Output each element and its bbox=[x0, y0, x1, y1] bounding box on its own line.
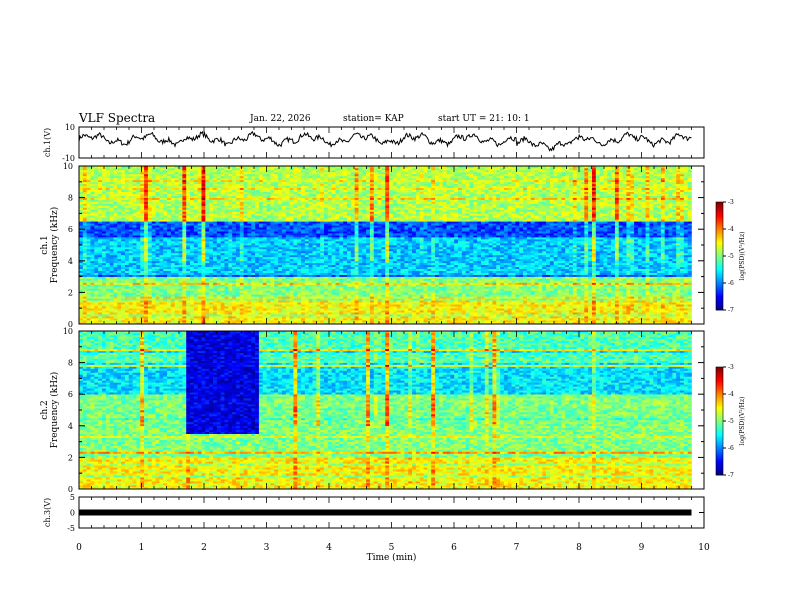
colorbar-tick-label: -7 bbox=[728, 472, 734, 479]
y-axis-label: Frequency (kHz) bbox=[49, 207, 60, 284]
colorbar-tick-label: -7 bbox=[728, 307, 734, 314]
spectrogram-ch2 bbox=[79, 331, 692, 489]
x-tick-label: 4 bbox=[326, 543, 332, 553]
y-tick-label: 10 bbox=[63, 327, 73, 336]
x-tick-label: 3 bbox=[264, 543, 270, 553]
y-tick-label: 8 bbox=[68, 359, 73, 368]
x-tick-label: 1 bbox=[139, 543, 145, 553]
colorbar-tick-label: -3 bbox=[728, 199, 734, 206]
y-tick-label: 2 bbox=[68, 288, 73, 297]
colorbar-label: log(PSD)(V²/Hz) bbox=[739, 397, 746, 446]
colorbar-tick-label: -4 bbox=[728, 226, 734, 233]
x-tick-label: 9 bbox=[639, 543, 645, 553]
y-axis-label: Frequency (kHz) bbox=[49, 372, 60, 449]
x-tick-label: 8 bbox=[576, 543, 582, 553]
colorbar-label: log(PSD)(V²/Hz) bbox=[739, 232, 746, 281]
x-tick-label: 0 bbox=[76, 543, 82, 553]
colorbar-tick-label: -6 bbox=[728, 280, 734, 287]
x-tick-label: 7 bbox=[514, 543, 520, 553]
y-tick-label: 10 bbox=[65, 123, 75, 132]
y-tick-label: -5 bbox=[67, 524, 75, 533]
ch3-signal-bar bbox=[79, 510, 692, 516]
x-tick-label: 2 bbox=[201, 543, 207, 553]
channel-label: ch.1 bbox=[40, 235, 50, 254]
colorbar-tick-label: -5 bbox=[728, 253, 734, 260]
y-tick-label: 5 bbox=[70, 493, 75, 502]
y-tick-label: 2 bbox=[68, 453, 73, 462]
channel-label: ch.2 bbox=[40, 400, 50, 419]
x-tick-label: 6 bbox=[451, 543, 457, 553]
y-tick-label: 4 bbox=[68, 257, 73, 266]
y-tick-label: 4 bbox=[68, 422, 73, 431]
x-axis-label: Time (min) bbox=[367, 552, 417, 563]
y-tick-label: 0 bbox=[70, 509, 75, 518]
y-tick-label: 6 bbox=[68, 390, 73, 399]
x-tick-label: 10 bbox=[698, 543, 710, 553]
colorbar-tick-label: -6 bbox=[728, 445, 734, 452]
y-tick-label: 10 bbox=[63, 162, 73, 171]
y-tick-label: 6 bbox=[68, 225, 73, 234]
colorbar-tick-label: -5 bbox=[728, 418, 734, 425]
y-tick-label: 8 bbox=[68, 194, 73, 203]
y-axis-label: ch.1(V) bbox=[43, 128, 52, 157]
colorbar-tick-label: -4 bbox=[728, 391, 734, 398]
y-axis-label: ch.3(V) bbox=[43, 498, 52, 527]
x-tick-label: 5 bbox=[389, 543, 395, 553]
colorbar-tick-label: -3 bbox=[728, 364, 734, 371]
spectrogram-ch1 bbox=[79, 166, 692, 324]
